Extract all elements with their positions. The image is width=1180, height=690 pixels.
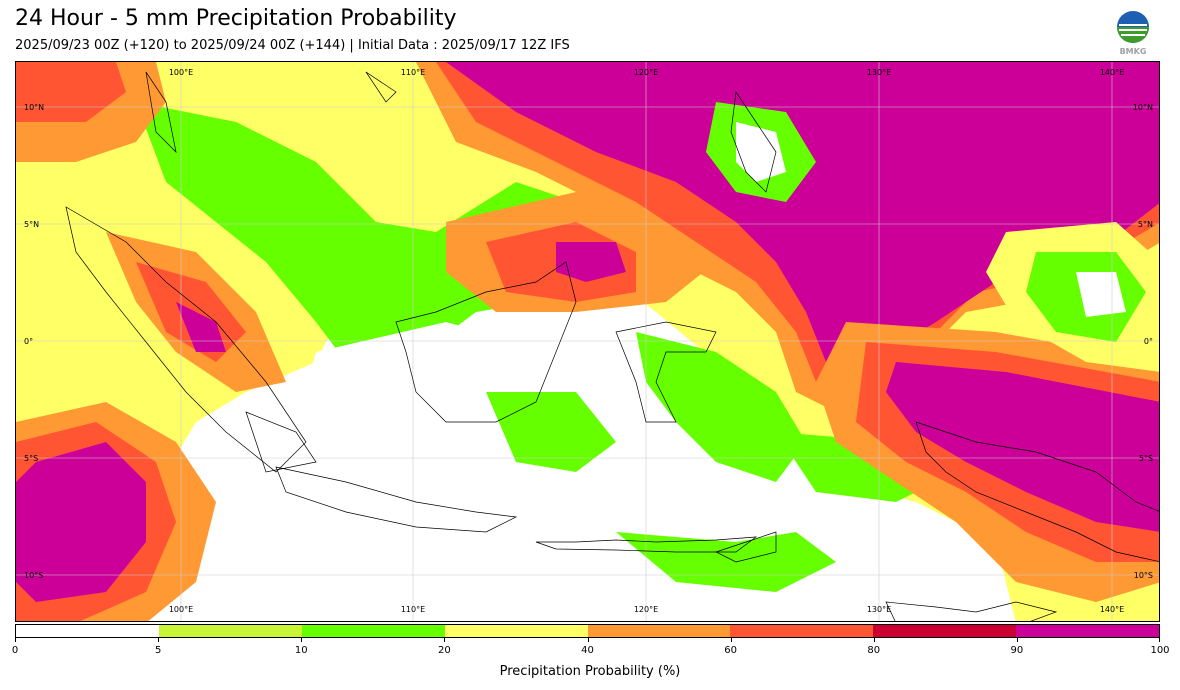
- lon-label-bottom: 120°E: [634, 605, 658, 614]
- colorbar-tick-label: 60: [724, 645, 737, 656]
- lon-label-top: 100°E: [169, 68, 193, 77]
- colorbar-tick-label: 10: [294, 645, 308, 656]
- lon-label-bottom: 110°E: [401, 605, 425, 614]
- lat-label-left: 10°S: [24, 571, 43, 580]
- bmkg-logo: BMKG: [1115, 10, 1151, 56]
- colorbar-tick-label: 90: [1010, 645, 1024, 656]
- page-title: 24 Hour - 5 mm Precipitation Probability: [15, 6, 457, 31]
- colorbar-tick-label: 20: [438, 645, 451, 656]
- colorbar-tick: [730, 638, 732, 642]
- colorbar-title: Precipitation Probability (%): [499, 664, 681, 679]
- colorbar: [15, 624, 1160, 638]
- colorbar-segment: [873, 625, 1017, 637]
- lon-label-bottom: 140°E: [1100, 605, 1124, 614]
- colorbar-ticks: 0 5 10 20 40 60 80 90 100: [11, 638, 1170, 658]
- lat-label-right: 0°: [1144, 337, 1153, 346]
- colorbar-tick: [15, 638, 16, 642]
- lat-label-left: 5°S: [24, 454, 38, 463]
- lon-label-top: 140°E: [1100, 68, 1124, 77]
- colorbar-tick: [873, 638, 875, 642]
- lon-label-top: 110°E: [401, 68, 425, 77]
- colorbar-tick: [587, 638, 589, 642]
- colorbar-segment: [444, 625, 588, 637]
- logo-text: BMKG: [1120, 47, 1147, 56]
- lon-label-top: 130°E: [867, 68, 891, 77]
- lat-label-right: 10°S: [1134, 571, 1153, 580]
- lat-label-left: 5°N: [24, 220, 39, 229]
- lat-label-left: 0°: [24, 337, 33, 346]
- colorbar-segment: [1016, 625, 1159, 637]
- colorbar-tick: [1016, 638, 1018, 642]
- rain-field-high: [16, 62, 1159, 621]
- colorbar-segment: [158, 625, 302, 637]
- colorbar-tick-label: 100: [1150, 645, 1170, 656]
- coastlines: [65, 71, 1159, 621]
- colorbar-segment: [730, 625, 874, 637]
- lat-label-left: 10°N: [24, 103, 44, 112]
- colorbar-tick-label: 0: [11, 645, 19, 656]
- colorbar-segment: [587, 625, 731, 637]
- lon-label-top: 120°E: [634, 68, 658, 77]
- colorbar-tick-label: 80: [867, 645, 881, 656]
- colorbar-tick: [1159, 638, 1160, 642]
- colorbar-tick: [158, 638, 160, 642]
- colorbar-segment: [16, 625, 159, 637]
- page-subtitle: 2025/09/23 00Z (+120) to 2025/09/24 00Z …: [15, 38, 570, 53]
- precipitation-map: 100°E 110°E 120°E 130°E 140°E 100°E 110°…: [15, 61, 1160, 622]
- lat-label-right: 5°N: [1138, 220, 1153, 229]
- colorbar-segment: [301, 625, 445, 637]
- lat-label-right: 5°S: [1139, 454, 1153, 463]
- colorbar-tick: [301, 638, 303, 642]
- map-gridlines: [16, 62, 1159, 621]
- lon-label-bottom: 100°E: [169, 605, 193, 614]
- colorbar-tick-label: 40: [581, 645, 594, 656]
- lon-label-bottom: 130°E: [867, 605, 891, 614]
- colorbar-tick: [444, 638, 446, 642]
- colorbar-tick-label: 5: [154, 645, 162, 656]
- lat-label-right: 10°N: [1133, 103, 1153, 112]
